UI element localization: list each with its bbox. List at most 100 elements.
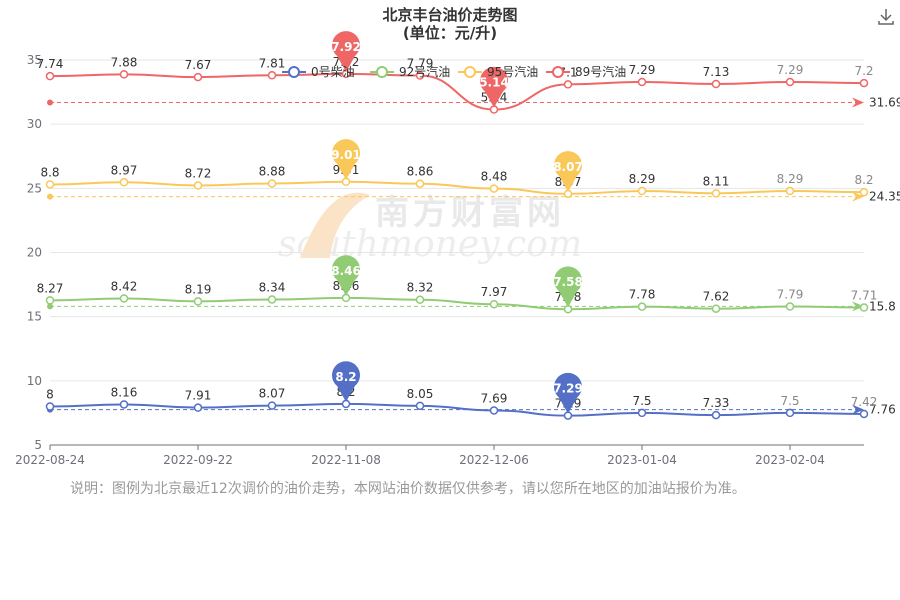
y-tick-label: 30 [27, 117, 42, 131]
y-tick-label: 25 [27, 181, 42, 195]
data-label: 8.32 [407, 281, 434, 295]
data-point [119, 178, 129, 187]
data-label: 8.48 [481, 170, 508, 184]
min-marker: 7.29 [553, 372, 583, 414]
marker-pin [480, 66, 508, 108]
min-marker: 8.07 [553, 151, 583, 192]
series-gas89: 31.697.747.887.677.817.927.795.147.17.29… [37, 31, 900, 114]
y-tick-label: 35 [27, 53, 42, 67]
note-text: 说明：图例为北京最近12次调价的油价走势，本网站油价数据仅供参考，请以您所在地区… [70, 481, 746, 497]
marker-label: 7.92 [331, 40, 361, 54]
axes: 2022-08-24 2022-09-22 2022-11-08 2022-12-06… [15, 445, 825, 467]
data-point [859, 303, 869, 312]
average-label: 31.69 [869, 95, 900, 109]
marker-label: 8.07 [553, 160, 583, 174]
x-tick-label: 2023-02-04 [755, 453, 825, 467]
series-line [49, 402, 865, 417]
min-marker: 7.58 [553, 266, 583, 308]
download-icon[interactable] [876, 6, 896, 26]
marker-label: 9.01 [331, 148, 361, 162]
data-label: 7.81 [259, 56, 286, 70]
data-label: 8.29 [777, 172, 804, 186]
series-layer: 7.76 8 8.16 7.91 8.07 8.2 8.05 7.69 7.29 7.5 7.33 7… [37, 31, 900, 420]
marker-pin [332, 361, 361, 402]
legend-item-gas92[interactable]: 92号汽油 [370, 64, 450, 79]
data-label: 7.5 [780, 394, 799, 408]
legend-symbol [552, 66, 564, 78]
data-label: 7.2 [854, 64, 873, 78]
data-point [785, 302, 795, 311]
data-point [711, 304, 721, 313]
data-point [859, 187, 869, 197]
average-start-dot [47, 99, 53, 106]
data-point [45, 296, 55, 305]
data-point [45, 402, 55, 411]
data-point [415, 71, 425, 80]
data-point [489, 184, 499, 193]
x-tick-label: 2022-12-06 [459, 453, 529, 467]
x-tick-label: 2022-11-08 [311, 453, 381, 467]
data-label: 7.13 [703, 65, 730, 79]
data-point [637, 408, 647, 418]
data-point [267, 295, 277, 304]
data-label: 7.91 [185, 389, 212, 403]
data-label: 8.19 [185, 282, 212, 296]
grid: 5 10 15 20 25 30 35 [27, 53, 864, 452]
data-label: 8.86 [407, 165, 434, 179]
average-arrow [852, 404, 864, 415]
data-point [45, 180, 55, 189]
data-label: 8.34 [259, 280, 286, 294]
data-point [711, 410, 721, 420]
data-label: 8.07 [259, 387, 286, 401]
data-label: 8.29 [629, 172, 656, 186]
average-label: 15.8 [869, 299, 896, 313]
data-label: 8.97 [111, 163, 138, 177]
data-point [267, 179, 277, 188]
legend-symbol [376, 66, 388, 78]
y-tick-label: 5 [34, 438, 42, 452]
data-point [859, 78, 869, 88]
legend-item-gas89[interactable]: 89号汽油 [546, 64, 626, 79]
x-tick-label: 2022-08-24 [15, 453, 85, 467]
min-marker: 5.14 [479, 66, 509, 108]
data-label: 7.29 [629, 63, 656, 77]
legend-label: 89号汽油 [575, 64, 626, 79]
average-label: 24.35 [869, 190, 900, 204]
marker-pin [332, 31, 360, 72]
data-label: 8.11 [703, 174, 730, 188]
data-label: 8.16 [111, 385, 138, 399]
data-point [489, 299, 499, 309]
watermark-logo [300, 192, 370, 258]
data-point [785, 186, 795, 196]
legend-label: 95号汽油 [487, 64, 538, 79]
data-label: 8.72 [185, 167, 212, 181]
data-label: 7.67 [185, 58, 212, 72]
legend-item-gas95[interactable]: 95号汽油 [458, 64, 538, 79]
data-point [711, 189, 721, 198]
max-marker: 8.2 [332, 361, 361, 402]
legend-symbol [288, 66, 300, 78]
data-label: 7.5 [632, 394, 651, 408]
data-point [785, 408, 795, 418]
data-label: 8.05 [407, 387, 434, 401]
marker-pin [332, 255, 361, 296]
data-label: 8.42 [111, 279, 138, 293]
y-tick-label: 10 [27, 374, 42, 388]
data-point [415, 295, 425, 304]
legend-label: 0号柴油 [311, 65, 355, 79]
x-tick-label: 2022-09-22 [163, 453, 233, 467]
max-marker: 9.01 [331, 139, 361, 180]
data-label: 7.74 [37, 57, 64, 71]
data-label: 7.79 [777, 288, 804, 302]
average-start-dot [47, 193, 53, 200]
data-point [45, 71, 55, 81]
marker-label: 5.14 [479, 76, 509, 90]
average-arrow [852, 97, 864, 108]
legend[interactable]: 0号柴油 92号汽油 95号汽油 89号汽油 [282, 64, 626, 79]
marker-label: 8.46 [331, 264, 361, 278]
x-tick-label: 2023-01-04 [607, 453, 677, 467]
legend-item-diesel0[interactable]: 0号柴油 [282, 65, 355, 79]
data-point [711, 79, 721, 89]
data-point [193, 181, 203, 190]
